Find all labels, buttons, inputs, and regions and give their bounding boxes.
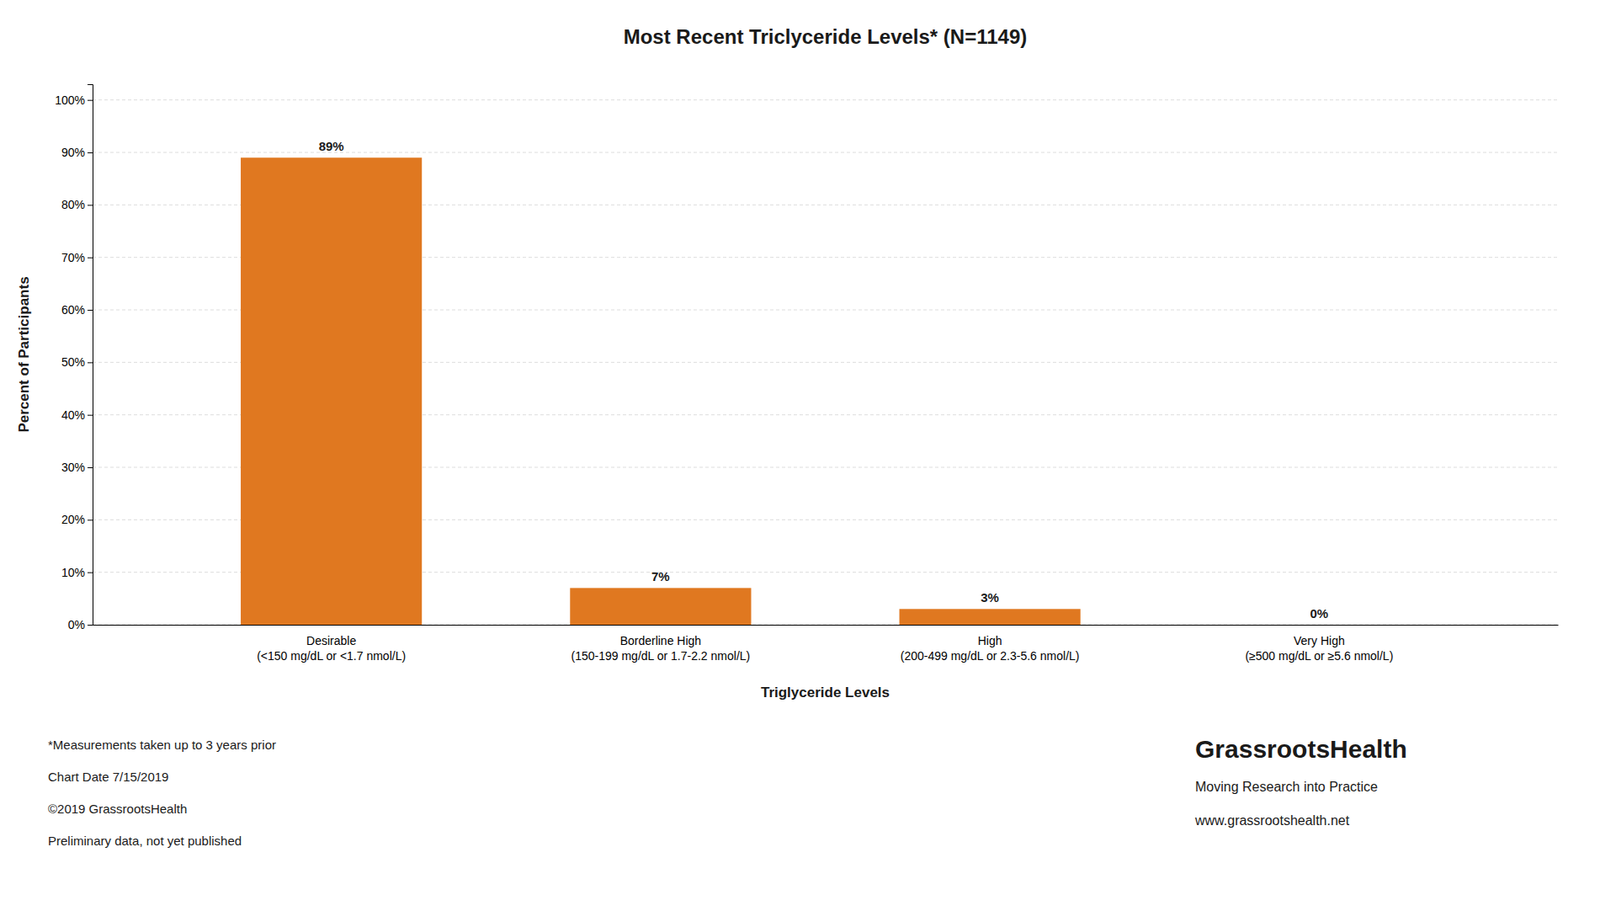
data-label: 0% — [1310, 605, 1329, 621]
y-tick: 30% — [61, 460, 93, 474]
bar — [240, 157, 422, 625]
y-tick-mark — [87, 204, 93, 206]
x-tick-label: Very High(≥500 mg/dL or ≥5.6 nmol/L) — [1244, 633, 1393, 663]
grid — [92, 100, 1558, 625]
y-tick-mark — [87, 519, 93, 521]
bar — [899, 608, 1081, 625]
y-tick: 70% — [61, 250, 93, 265]
y-tick-label: 100% — [54, 93, 86, 107]
y-tick-label: 70% — [61, 250, 86, 265]
x-tick-label: High(200-499 mg/dL or 2.3-5.6 nmol/L) — [900, 633, 1080, 663]
y-tick: 40% — [61, 408, 93, 422]
y-tick-label: 40% — [61, 408, 86, 422]
annotation: Chart Date 7/15/2019 — [47, 769, 169, 784]
annotation: Preliminary data, not yet published — [47, 833, 242, 848]
annotation: Moving Research into Practice — [1195, 779, 1378, 794]
y-tick-mark — [87, 152, 93, 154]
y-tick-label: 20% — [61, 512, 86, 527]
y-tick-label: 80% — [61, 197, 86, 212]
data-labels: 89% 7% 3% 0% — [318, 138, 1329, 621]
y-tick-label: 30% — [61, 460, 86, 474]
y-tick-label: 10% — [61, 565, 86, 580]
x-tick: Desirable(<150 mg/dL or <1.7 nmol/L) — [256, 633, 406, 663]
y-tick-mark — [87, 414, 93, 416]
bar — [1228, 624, 1410, 626]
data-label: 7% — [651, 568, 670, 584]
x-tick: Very High(≥500 mg/dL or ≥5.6 nmol/L) — [1244, 633, 1393, 663]
chart: 89% 7% 3% 0% 0% 10% 20% 30% 40% 50% 60% 70% 80% 90% 10… — [0, 0, 1600, 911]
x-tick: Borderline High(150-199 mg/dL or 1.7-2.2… — [571, 633, 751, 663]
title: Most Recent Triclyceride Levels* (N=1149… — [623, 25, 1028, 48]
y-tick-mark — [87, 624, 93, 626]
x-axis-line — [93, 624, 1559, 626]
y-axis-line — [87, 85, 94, 626]
annotation: GrassrootsHealth — [1195, 734, 1408, 763]
y-tick-mark — [87, 257, 93, 259]
annotation: ©2019 GrassrootsHealth — [47, 801, 187, 816]
data-label: 3% — [980, 590, 1000, 605]
grid-line — [92, 152, 1558, 154]
annotation: www.grassrootshealth.net — [1194, 813, 1351, 828]
y-axis-title: Percent of Participants — [15, 276, 32, 432]
grid-line — [92, 99, 1558, 101]
plot-area: 89% 7% 3% 0% 0% 10% 20% 30% 40% 50% 60% 70% 80% 90% 10… — [54, 85, 1558, 664]
x-tick: High(200-499 mg/dL or 2.3-5.6 nmol/L) — [900, 633, 1080, 663]
y-tick: 80% — [61, 197, 93, 212]
y-tick: 90% — [61, 145, 93, 160]
y-tick-mark — [87, 100, 93, 101]
y-tick-mark — [87, 572, 93, 574]
y-tick: 100% — [54, 93, 93, 107]
x-axis-title: Triglyceride Levels — [760, 684, 890, 701]
x-tick-label: Desirable(<150 mg/dL or <1.7 nmol/L) — [256, 633, 406, 663]
y-tick: 50% — [61, 355, 93, 369]
y-axis: 0% 10% 20% 30% 40% 50% 60% 70% 80% 90% 100% — [54, 85, 93, 632]
bars — [240, 157, 1081, 625]
y-tick-label: 90% — [61, 145, 86, 160]
y-tick-label: 50% — [61, 355, 86, 369]
y-tick-mark — [87, 361, 93, 363]
y-tick-mark — [87, 309, 93, 311]
y-tick-mark — [87, 467, 93, 468]
data-label: 89% — [318, 138, 345, 154]
y-tick: 10% — [61, 565, 93, 580]
annotations: *Measurements taken up to 3 years prior C… — [47, 734, 1408, 848]
y-tick: 60% — [61, 302, 93, 317]
x-tick-label: Borderline High(150-199 mg/dL or 1.7-2.2… — [571, 633, 751, 663]
y-tick: 20% — [61, 512, 93, 527]
x-axis: Desirable(<150 mg/dL or <1.7 nmol/L) Bord… — [93, 625, 1559, 664]
y-tick-label: 60% — [61, 302, 86, 317]
y-tick: 0% — [68, 617, 93, 632]
bar — [569, 587, 751, 625]
annotation: *Measurements taken up to 3 years prior — [47, 737, 277, 752]
y-tick-label: 0% — [68, 617, 86, 632]
